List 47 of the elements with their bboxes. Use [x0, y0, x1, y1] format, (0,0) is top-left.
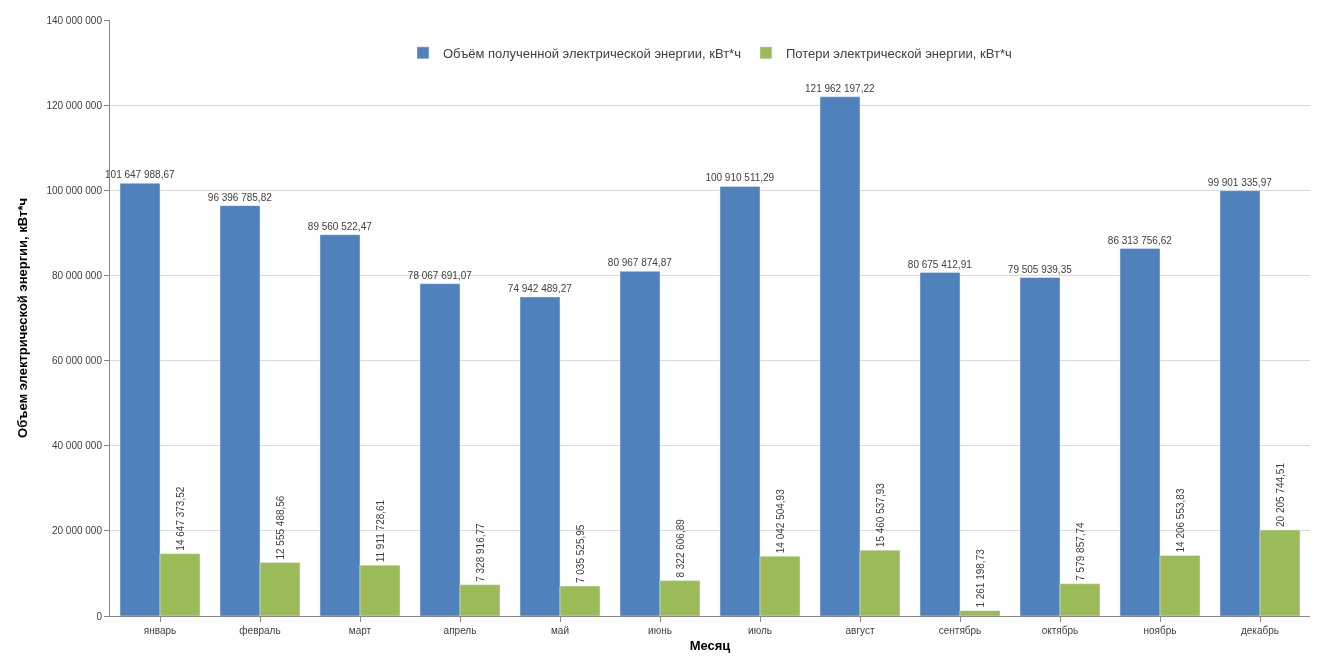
- data-label: 7 328 916,77: [474, 522, 486, 582]
- x-axis-title: Месяц: [689, 637, 731, 653]
- data-label: 80 967 874,87: [607, 257, 673, 269]
- data-label: 14 647 373,52: [174, 486, 186, 551]
- data-label: 20 205 744,51: [1274, 462, 1286, 527]
- data-label: 11 911 728,61: [374, 499, 386, 563]
- data-label: 78 067 691,07: [407, 269, 473, 281]
- x-tick-label: апрель: [443, 625, 477, 636]
- data-label: 12 555 488,56: [274, 495, 286, 560]
- data-label: 1 261 198,73: [974, 548, 986, 608]
- x-tick-label: январь: [143, 625, 177, 636]
- x-tick-label: октябрь: [1041, 625, 1079, 636]
- x-tick-label: июль: [748, 625, 772, 636]
- x-tick-label: декабрь: [1240, 625, 1280, 636]
- legend-label: Объём полученной электрической энергии, кВт*ч: [443, 45, 741, 61]
- y-tick-label: 40 000 000: [51, 440, 103, 452]
- data-label: 7 579 857,74: [1074, 521, 1086, 581]
- data-label: 79 505 939,35: [1007, 263, 1073, 275]
- x-tick-label: февраль: [239, 625, 281, 636]
- x-tick-label: март: [348, 625, 372, 636]
- data-label: 74 942 489,27: [507, 282, 573, 294]
- data-label: 89 560 522,47: [307, 220, 373, 232]
- x-tick-label: июнь: [648, 625, 672, 636]
- y-tick-label: 20 000 000: [51, 525, 103, 537]
- data-label: 8 322 606,89: [674, 518, 686, 578]
- x-tick-label: май: [550, 625, 570, 636]
- y-axis-title: Объем электрической энергии, кВт*ч: [15, 198, 31, 438]
- data-label: 96 396 785,82: [207, 191, 273, 203]
- x-tick-label: сентябрь: [938, 625, 982, 636]
- y-tick-label: 0: [96, 610, 103, 622]
- data-label: 121 962 197,22: [805, 82, 875, 94]
- data-label: 14 206 553,83: [1174, 488, 1186, 553]
- y-tick-label: 120 000 000: [46, 99, 103, 111]
- data-label: 86 313 756,62: [1107, 234, 1173, 246]
- data-label: 99 901 335,97: [1207, 176, 1273, 188]
- y-tick-label: 80 000 000: [51, 269, 103, 281]
- data-label: 15 460 537,93: [874, 482, 886, 548]
- y-tick-label: 140 000 000: [46, 14, 103, 26]
- data-label: 7 035 525,95: [574, 524, 586, 584]
- x-tick-label: август: [845, 625, 875, 636]
- legend-label: Потери электрической энергии, кВт*ч: [785, 45, 1012, 61]
- x-tick-label: ноябрь: [1143, 625, 1177, 636]
- data-label: 14 042 504,93: [774, 488, 786, 554]
- y-tick-label: 60 000 000: [51, 355, 103, 367]
- data-label: 100 910 511,29: [705, 172, 775, 184]
- data-label: 80 675 412,91: [907, 258, 973, 270]
- y-tick-label: 100 000 000: [46, 184, 103, 196]
